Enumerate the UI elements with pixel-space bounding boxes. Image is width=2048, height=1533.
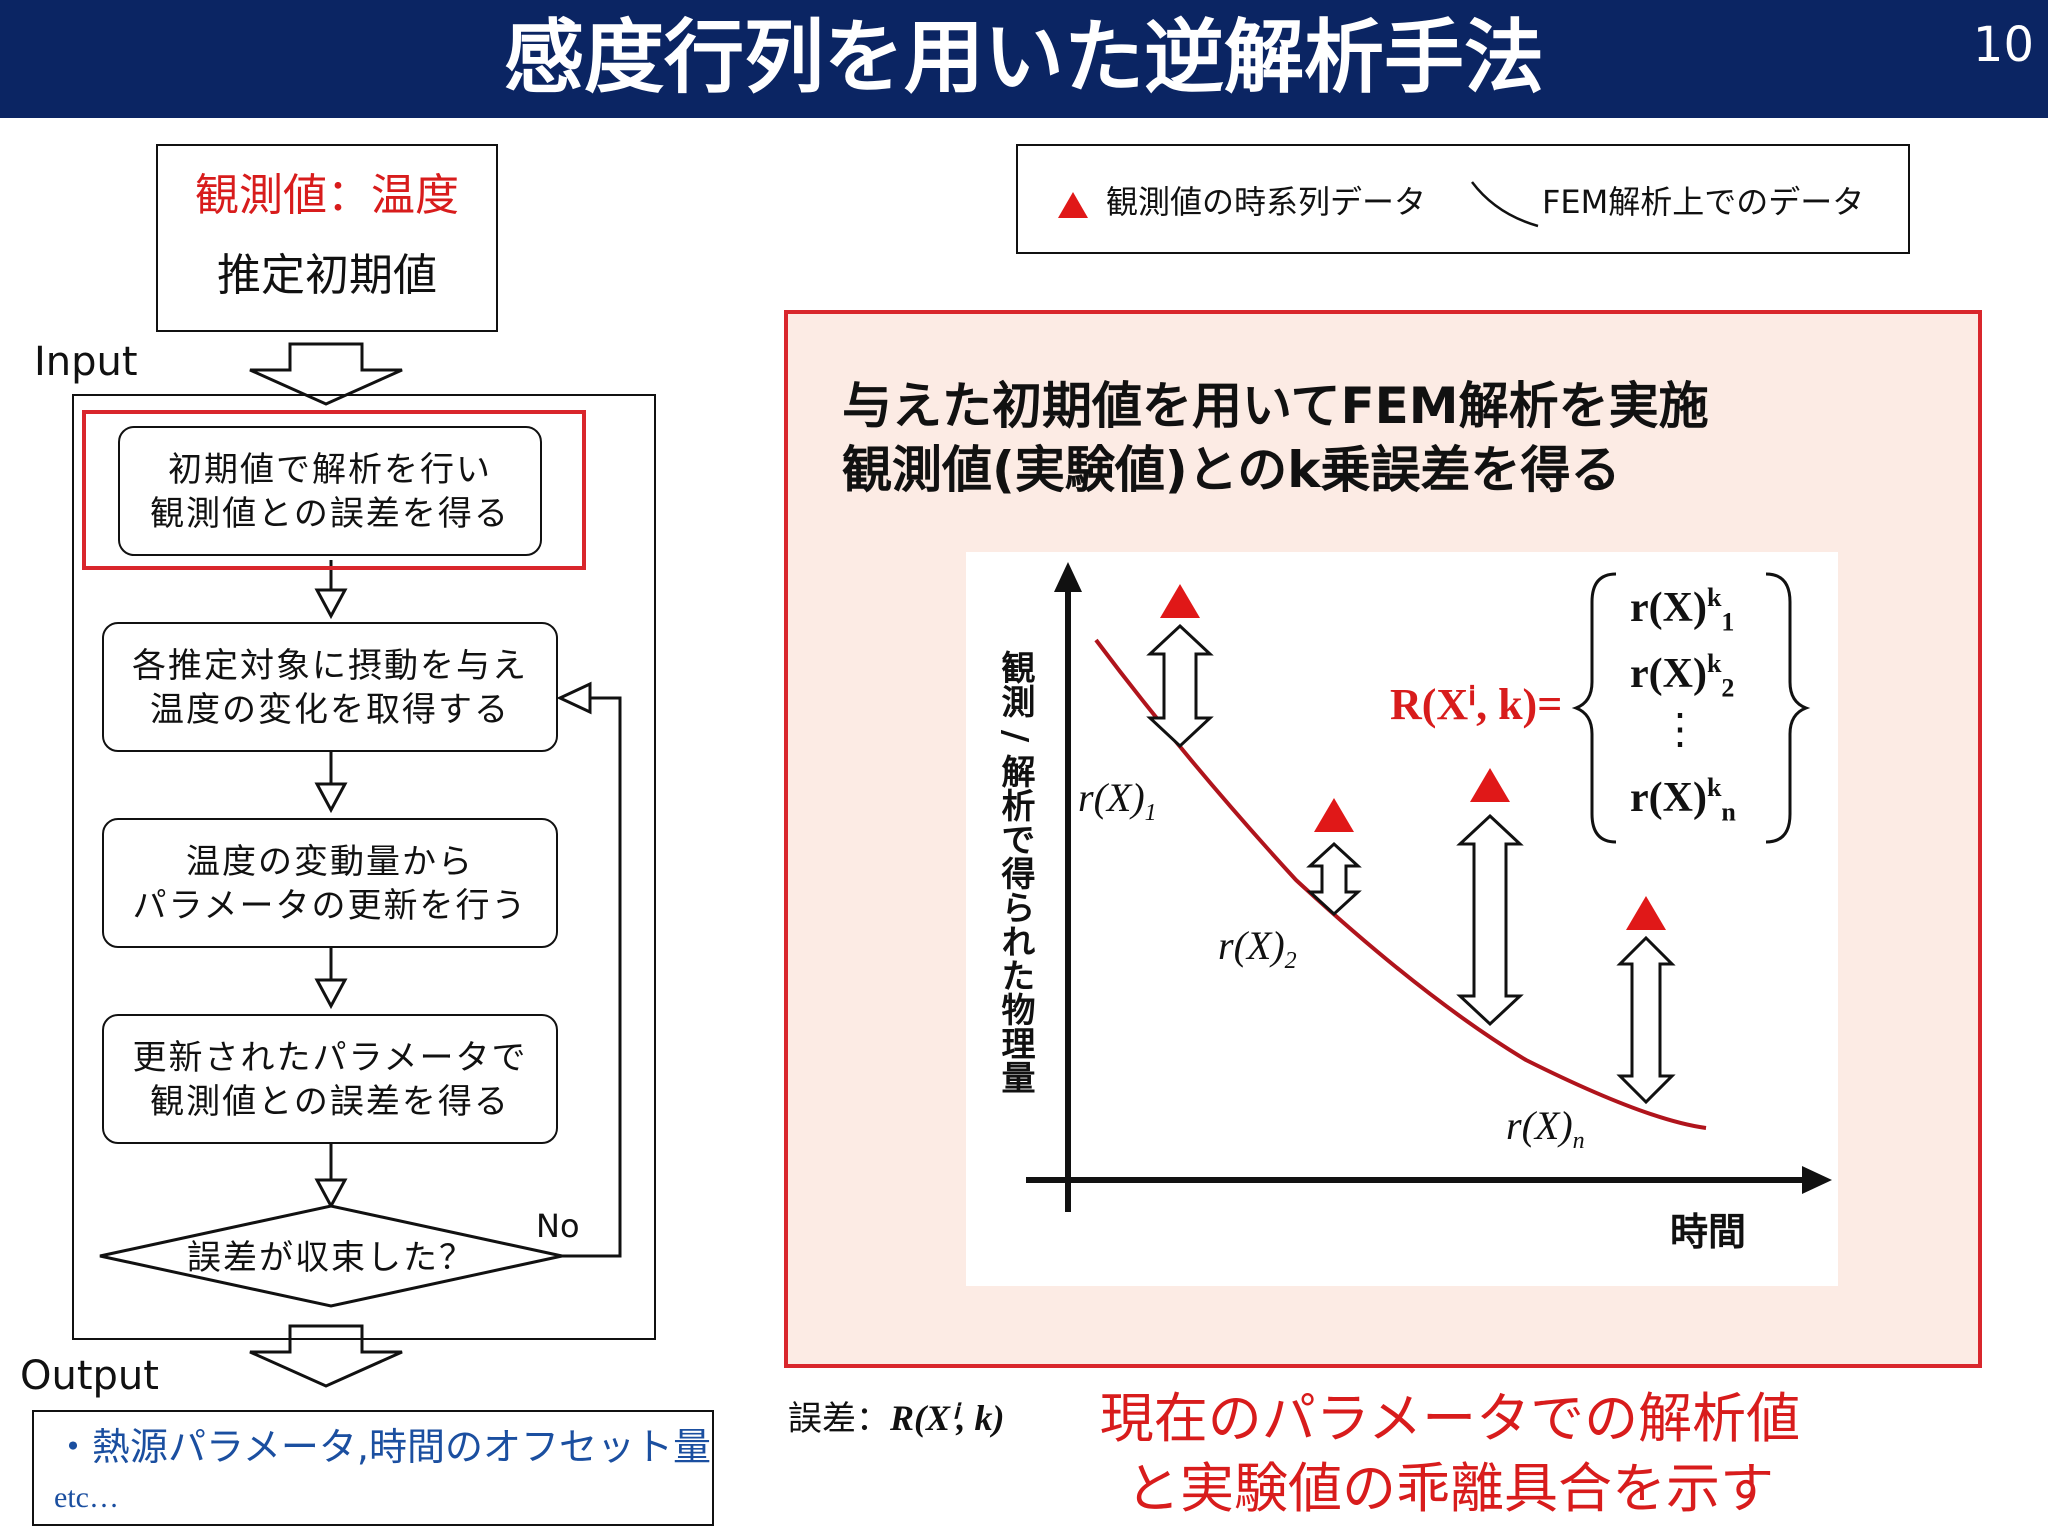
flow-step-parameter-update: 温度の変動量から パラメータの更新を行う bbox=[102, 818, 558, 948]
header-bar: 感度行列を用いた逆解析手法 10 bbox=[0, 0, 2048, 118]
vector-entries: r(X)k1 r(X)k2 ⋮ r(X)kn bbox=[1630, 574, 1770, 830]
observed-point-1 bbox=[1160, 584, 1200, 618]
residual-arrow-2 bbox=[1306, 841, 1362, 917]
step-3-line1: 温度の変動量から bbox=[186, 842, 474, 882]
step-3-line2: パラメータの更新を行う bbox=[132, 886, 528, 926]
panel-line1: 与えた初期値を用いてFEM解析を実施 bbox=[842, 377, 1709, 435]
residual-plot: 観測 / 解析で得られた物理量 時間 r(X)1 r(X)2 r(X)n R(X… bbox=[966, 552, 1838, 1286]
fem-curve bbox=[1094, 638, 1707, 1130]
vector-entry-1-main: r(X) bbox=[1630, 585, 1707, 631]
x-axis-label: 時間 bbox=[1670, 1210, 1747, 1254]
flow-step-perturbation: 各推定対象に摂動を与え 温度の変化を取得する bbox=[102, 622, 558, 752]
observed-point-3 bbox=[1470, 768, 1510, 802]
point-label-n-sub: n bbox=[1572, 1128, 1585, 1154]
input-block-arrow bbox=[249, 342, 403, 406]
iteration-frame bbox=[72, 394, 656, 1340]
input-observed-value: 観測値：温度 bbox=[195, 170, 459, 221]
residual-arrow-1 bbox=[1146, 623, 1214, 749]
flow-arrow-2 bbox=[314, 782, 348, 814]
error-description-line2: と実験値の乖離具合を示す bbox=[1126, 1457, 1774, 1520]
no-loop-arrowhead bbox=[556, 681, 592, 715]
flow-step-initial-analysis: 初期値で解析を行い 観測値との誤差を得る bbox=[118, 426, 542, 556]
vector-entry-n-sup: k bbox=[1706, 773, 1722, 802]
point-label-2-main: r(X) bbox=[1218, 923, 1285, 968]
point-label-2-sub: 2 bbox=[1284, 948, 1297, 974]
residual-arrow-4 bbox=[1616, 935, 1676, 1105]
vector-right-brace bbox=[1765, 572, 1811, 844]
step-4-line1: 更新されたパラメータで bbox=[132, 1038, 528, 1078]
input-label: Input bbox=[34, 339, 138, 385]
vector-entry-ellipsis: ⋮ bbox=[1630, 706, 1770, 764]
no-loop-line bbox=[562, 696, 622, 1258]
observed-point-2 bbox=[1314, 798, 1354, 832]
legend-box: 観測値の時系列データ FEM解析上でのデータ bbox=[1016, 144, 1910, 254]
observed-point-4 bbox=[1626, 896, 1666, 930]
vector-entry-2-sup: k bbox=[1706, 649, 1722, 678]
input-box: 観測値：温度 推定初期値 bbox=[156, 144, 498, 332]
residual-arrow-3 bbox=[1456, 813, 1524, 1027]
vector-entry-2-main: r(X) bbox=[1630, 651, 1707, 697]
error-symbol: R(Xⁱ, k) bbox=[890, 1398, 1005, 1438]
point-label-n: r(X)n bbox=[1506, 1102, 1585, 1165]
decision-text: 誤差が収束した？ bbox=[187, 1238, 475, 1278]
output-block-arrow bbox=[249, 1324, 403, 1388]
flow-step-recompute-error: 更新されたパラメータで 観測値との誤差を得る bbox=[102, 1014, 558, 1144]
point-label-n-main: r(X) bbox=[1506, 1103, 1573, 1148]
vector-entry-n-sub: n bbox=[1721, 797, 1736, 827]
legend-observed: 観測値の時系列データ bbox=[1106, 183, 1427, 221]
output-box: ・熱源パラメータ,時間のオフセット量 etc… bbox=[32, 1410, 714, 1526]
x-axis-arrowhead bbox=[1802, 1166, 1832, 1194]
vector-entry-n-main: r(X) bbox=[1630, 775, 1707, 821]
step-2-line1: 各推定対象に摂動を与え bbox=[132, 646, 528, 686]
vector-entry-2-sub: 2 bbox=[1721, 673, 1735, 703]
error-note-label: 誤差：R(Xⁱ, k) bbox=[788, 1396, 1004, 1441]
red-triangle-icon bbox=[1058, 192, 1088, 218]
vector-left-brace bbox=[1571, 572, 1617, 844]
slide-title: 感度行列を用いた逆解析手法 bbox=[504, 11, 1544, 104]
point-label-1: r(X)1 bbox=[1078, 774, 1157, 837]
point-label-1-main: r(X) bbox=[1078, 775, 1145, 820]
plot-canvas bbox=[1026, 562, 1832, 1212]
current-step-highlight bbox=[82, 410, 586, 570]
y-axis-label: 観測 / 解析で得られた物理量 bbox=[995, 649, 1035, 1095]
curve-line-icon bbox=[1471, 181, 1539, 228]
flow-arrow-3 bbox=[314, 978, 348, 1010]
y-axis-arrowhead bbox=[1054, 562, 1082, 592]
error-description-line1: 現在のパラメータでの解析値 bbox=[1099, 1387, 1801, 1450]
vector-entry-1-sup: k bbox=[1706, 583, 1722, 612]
flow-arrow-1 bbox=[314, 588, 348, 620]
vector-entry-1-sub: 1 bbox=[1721, 607, 1735, 637]
output-line2: etc… bbox=[54, 1481, 119, 1514]
vector-entry-3-main: ⋮ bbox=[1659, 707, 1701, 753]
legend-fem: FEM解析上でのデータ bbox=[1542, 183, 1865, 221]
no-label: No bbox=[536, 1207, 580, 1245]
step-1-line1: 初期値で解析を行い bbox=[168, 450, 492, 490]
output-line1: ・熱源パラメータ,時間のオフセット量 bbox=[54, 1425, 711, 1469]
error-label-text: 誤差： bbox=[788, 1399, 890, 1439]
step-4-line2: 観測値との誤差を得る bbox=[150, 1082, 510, 1122]
step-1-line2: 観測値との誤差を得る bbox=[150, 494, 510, 534]
point-label-2: r(X)2 bbox=[1218, 922, 1297, 985]
input-initial-estimate: 推定初期値 bbox=[217, 250, 437, 301]
vector-entry-2: r(X)k2 bbox=[1630, 640, 1770, 706]
page-number: 10 bbox=[1972, 17, 2034, 73]
vector-entry-n: r(X)kn bbox=[1630, 764, 1770, 830]
formula-lhs: R(Xⁱ, k)= bbox=[1390, 680, 1563, 729]
point-label-1-sub: 1 bbox=[1144, 800, 1157, 826]
step-2-line2: 温度の変化を取得する bbox=[150, 690, 510, 730]
output-label: Output bbox=[20, 1353, 159, 1399]
panel-line2: 観測値(実験値)とのk乗誤差を得る bbox=[842, 441, 1621, 499]
flow-arrow-4 bbox=[314, 1178, 348, 1210]
vector-entry-1: r(X)k1 bbox=[1630, 574, 1770, 640]
